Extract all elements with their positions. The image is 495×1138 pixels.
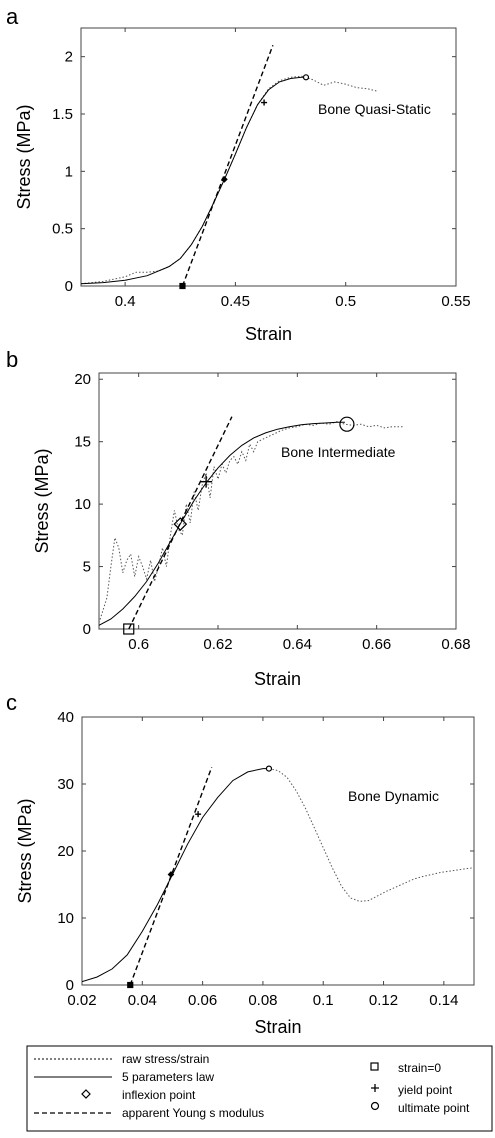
- legend-ultimate-marker: [370, 1101, 380, 1111]
- y-tick-label: 1.5: [52, 106, 73, 123]
- legend-strain0-label: strain=0: [398, 1061, 441, 1075]
- y-tick-label: 5: [83, 559, 91, 576]
- legend: raw stress/strain 5 parameters law infle…: [26, 1045, 493, 1132]
- marker-ultimate: [302, 74, 310, 81]
- legend-box: [26, 1045, 493, 1132]
- y-tick-label: 15: [74, 434, 91, 451]
- series-modulus: [128, 416, 233, 629]
- y-axis-label: Stress (MPa): [15, 798, 35, 903]
- x-tick-label: 0.08: [248, 992, 277, 1009]
- curve-annotation: Bone Quasi-Static: [318, 101, 431, 117]
- series-fit: [81, 76, 306, 285]
- marker-ultimate: [265, 765, 273, 772]
- x-tick-label: 0.5: [335, 293, 356, 310]
- x-tick-label: 0.04: [128, 992, 157, 1009]
- y-axis-label: Stress (MPa): [14, 104, 34, 209]
- panel-c: c 0.02 0.04 0.06 0.08 0.1 0.12 0.14 0 10 20 30 40 Str…: [6, 690, 475, 1037]
- y-tick-label: 1: [65, 163, 73, 180]
- legend-yield-label: yield point: [398, 1083, 453, 1097]
- marker-yield: [261, 99, 268, 106]
- y-tick-label: 2: [65, 49, 73, 66]
- marker-inflexion: [167, 871, 175, 878]
- x-axis-label: Strain: [245, 324, 292, 344]
- legend-inflexion-marker: [81, 1089, 91, 1099]
- x-tick-label: 0.45: [221, 293, 250, 310]
- y-tick-label: 10: [57, 910, 74, 927]
- curve-annotation: Bone Dynamic: [348, 788, 439, 804]
- panel-label: b: [6, 347, 18, 372]
- x-axis-label: Strain: [254, 1017, 301, 1037]
- panel-label: c: [6, 690, 17, 715]
- legend-ultimate-label: ultimate point: [398, 1101, 470, 1115]
- x-tick-label: 0.4: [115, 293, 136, 310]
- marker-ultimate: [339, 416, 355, 432]
- legend-inflexion-label: inflexion point: [122, 1088, 196, 1102]
- marker-inflexion: [221, 176, 228, 183]
- y-tick-label: 20: [74, 371, 91, 388]
- plot-area: [81, 44, 377, 286]
- x-tick-label: 0.55: [441, 293, 470, 310]
- x-tick-label: 0.66: [362, 636, 391, 653]
- y-tick-label: 10: [74, 496, 91, 513]
- marker-strain0: [179, 282, 186, 290]
- x-tick-label: 0.14: [429, 992, 458, 1009]
- plot-frame: [80, 27, 457, 287]
- series-modulus: [181, 44, 274, 286]
- y-tick-label: 0: [66, 977, 74, 994]
- x-tick-label: 0.06: [188, 992, 217, 1009]
- series-fit: [82, 768, 269, 983]
- curve-annotation: Bone Intermediate: [281, 444, 396, 460]
- plot-frame: [81, 716, 475, 986]
- x-tick-label: 0.12: [369, 992, 398, 1009]
- x-tick-label: 0.64: [283, 636, 312, 653]
- panel-label: a: [6, 4, 19, 29]
- marker-strain0: [123, 623, 135, 635]
- plot-frame: [98, 372, 457, 630]
- y-tick-label: 40: [57, 709, 74, 726]
- y-tick-label: 0.5: [52, 221, 73, 238]
- x-tick-label: 0.02: [67, 992, 96, 1009]
- y-tick-label: 0: [65, 278, 73, 295]
- panel-a: a 0.4 0.45 0.5 0.55 0 0.5 1 1.5 2 Strain Stress (MP…: [6, 4, 471, 344]
- x-tick-label: 0.6: [128, 636, 149, 653]
- panel-b: b 0.6 0.62 0.64 0.66 0.68 0 5 10 15 20 Strain Stress…: [6, 347, 471, 689]
- y-axis-label: Stress (MPa): [32, 448, 52, 553]
- y-tick-label: 0: [83, 621, 91, 638]
- x-tick-label: 0.68: [441, 636, 470, 653]
- x-axis-label: Strain: [254, 669, 301, 689]
- series-raw: [268, 768, 474, 902]
- series-fit: [99, 421, 345, 626]
- x-tick-label: 0.1: [313, 992, 334, 1009]
- marker-inflexion: [173, 517, 188, 531]
- marker-yield: [195, 811, 202, 818]
- x-tick-label: 0.62: [203, 636, 232, 653]
- legend-modulus-label: apparent Young s modulus: [122, 1106, 264, 1120]
- plot-area: [99, 416, 405, 629]
- marker-strain0: [127, 981, 134, 989]
- legend-raw-label: raw stress/strain: [122, 1052, 209, 1066]
- legend-yield-marker: [371, 1084, 379, 1092]
- y-tick-label: 30: [57, 776, 74, 793]
- legend-fit-label: 5 parameters law: [122, 1070, 214, 1084]
- marker-yield: [200, 475, 213, 488]
- y-tick-label: 20: [57, 843, 74, 860]
- legend-strain0-marker: [370, 1062, 379, 1071]
